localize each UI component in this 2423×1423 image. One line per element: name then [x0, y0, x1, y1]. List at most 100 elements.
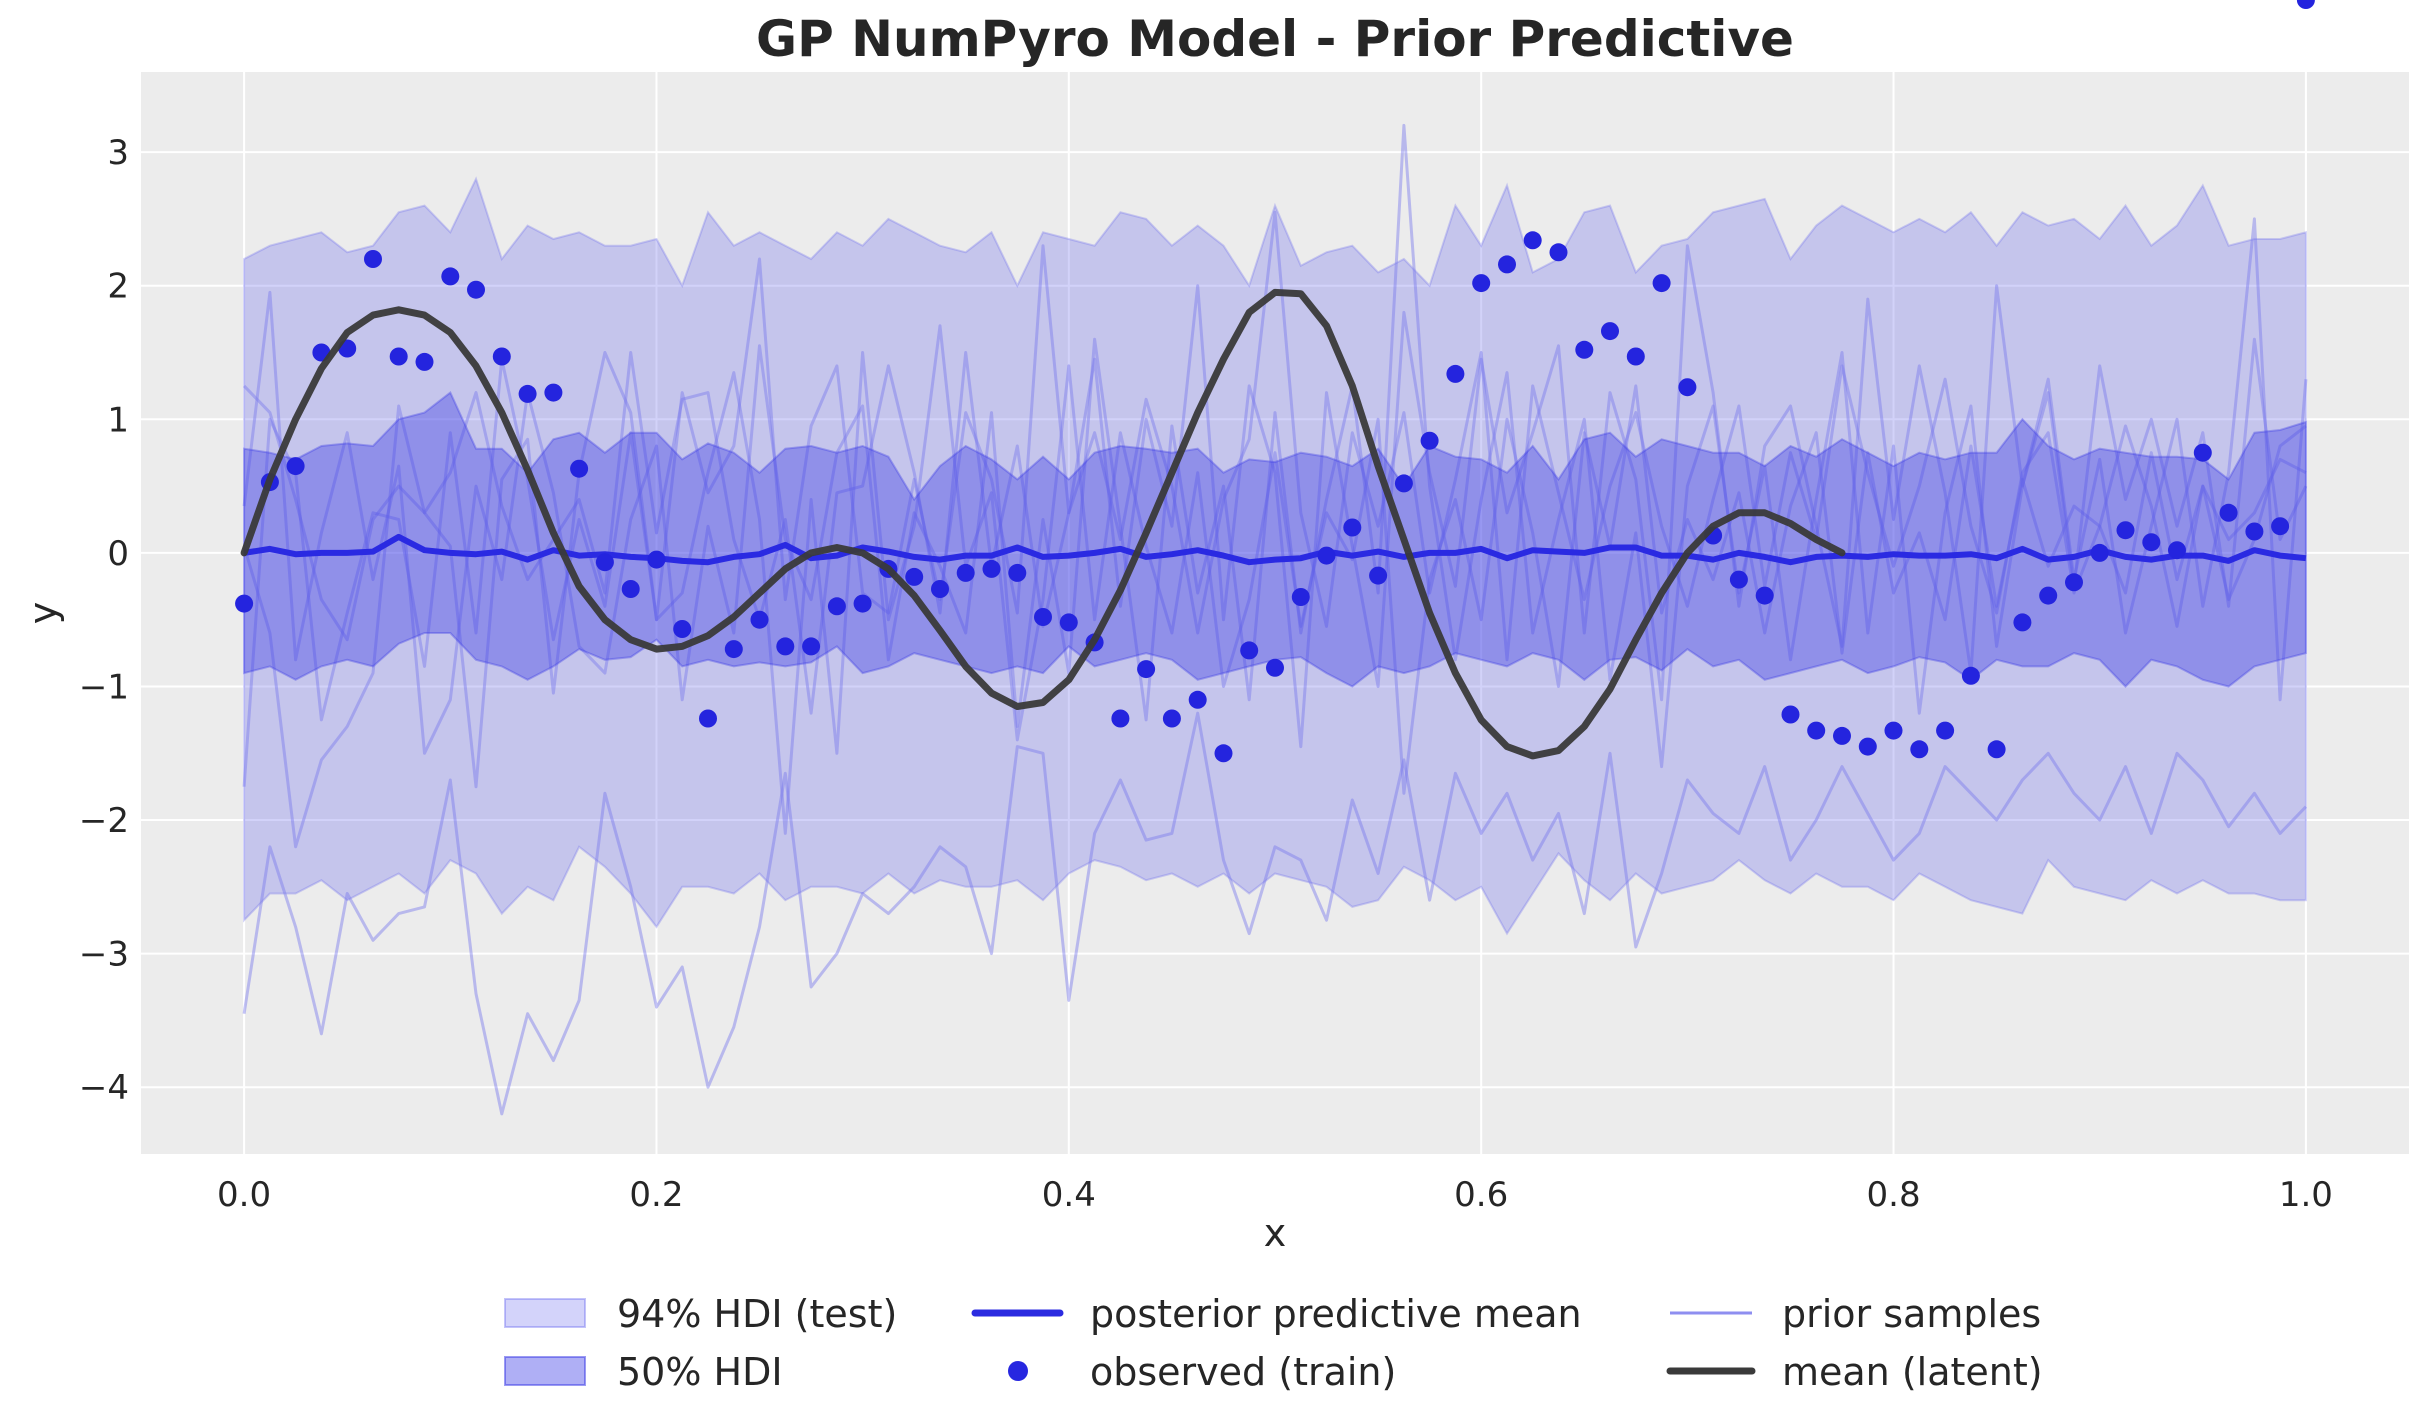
legend-label-prior: prior samples — [1782, 1292, 2041, 1336]
observed-point — [1214, 744, 1233, 763]
y-tick-label: −1 — [79, 667, 129, 707]
observed-point — [1781, 705, 1800, 724]
y-tick-label: −2 — [79, 801, 129, 841]
prior-sample-line — [242, 123, 2308, 769]
observed-point — [1626, 347, 1645, 366]
observed-point — [415, 352, 434, 371]
observed-point — [1601, 322, 1619, 341]
x-tick-label: 0.0 — [217, 1175, 271, 1215]
observed-point — [1652, 274, 1671, 293]
legend-label-ppmean: posterior predictive mean — [1090, 1292, 1582, 1336]
prior-sample-line — [242, 244, 2308, 849]
observed-point — [1111, 709, 1130, 728]
observed-point — [364, 250, 382, 268]
observed-point — [647, 550, 666, 569]
observed-point — [467, 280, 485, 299]
y-tick-labels: −4 −3 −2 −1 0 1 2 3 — [79, 133, 129, 1108]
observed-point — [2013, 613, 2032, 632]
observed-point — [441, 267, 460, 286]
observed-point — [956, 563, 975, 582]
y-tick-label: 1 — [107, 400, 129, 440]
observed-point — [1807, 721, 1826, 740]
observed-point — [1420, 431, 1439, 450]
observed-point — [724, 640, 743, 659]
x-tick-label: 0.6 — [1454, 1175, 1508, 1215]
observed-point — [570, 459, 589, 478]
observed-point — [1523, 231, 1542, 250]
observed-point — [699, 709, 717, 728]
y-tick-label: 2 — [107, 267, 129, 307]
observed-point — [1446, 364, 1465, 383]
observed-point — [1910, 740, 1929, 759]
observed-point — [1188, 690, 1207, 709]
x-tick-label: 0.4 — [1042, 1175, 1096, 1215]
observed-point — [2168, 541, 2186, 560]
legend-swatch-observed — [1008, 1361, 1028, 1381]
observed-point — [2039, 586, 2058, 605]
observed-point — [1884, 721, 1903, 740]
observed-point — [1498, 255, 1516, 274]
observed-point — [802, 637, 821, 656]
legend-label-latent: mean (latent) — [1782, 1350, 2043, 1394]
observed-point — [1162, 709, 1181, 728]
legend: 94% HDI (test) 50% HDI posterior predict… — [504, 1292, 2043, 1394]
observed-point — [518, 384, 537, 403]
observed-point — [621, 580, 640, 598]
y-tick-label: −4 — [79, 1068, 129, 1108]
observed-point — [1317, 546, 1336, 565]
observed-point — [1369, 566, 1388, 585]
x-tick-label: 0.8 — [1867, 1175, 1921, 1215]
latent-mean — [240, 288, 1846, 760]
legend-label-hdi94: 94% HDI (test) — [617, 1292, 897, 1336]
observed-point — [1678, 378, 1697, 397]
chart-title: GP NumPyro Model - Prior Predictive — [756, 10, 1794, 68]
observed-point — [1240, 641, 1259, 660]
observed-point — [827, 597, 846, 616]
observed-point — [2193, 443, 2212, 462]
observed-point — [1936, 721, 1955, 740]
plot-background — [141, 72, 2409, 1154]
observed-point — [1008, 563, 1027, 582]
observed-point — [1472, 274, 1491, 293]
latent-mean-line — [240, 288, 1846, 760]
observed-point — [931, 580, 949, 598]
observed-point — [1266, 658, 1284, 677]
observed-point — [1961, 666, 1980, 685]
observed-point — [750, 610, 769, 629]
observed-point — [2065, 573, 2083, 592]
observed-point — [1549, 243, 1568, 262]
y-tick-label: 3 — [107, 133, 129, 173]
legend-label-hdi50: 50% HDI — [617, 1350, 783, 1394]
observed-point — [853, 594, 872, 613]
observed-point — [982, 559, 1001, 578]
hdi-94-band — [243, 176, 2307, 936]
observed-point — [544, 383, 563, 402]
x-tick-label: 1.0 — [2279, 1175, 2333, 1215]
observed-point — [1137, 660, 1156, 679]
y-tick-label: 0 — [107, 534, 129, 574]
observed-point — [1575, 340, 1594, 359]
observed-point — [1291, 588, 1310, 606]
observed-point — [595, 553, 614, 572]
prior-sample-line — [242, 711, 2307, 1116]
observed-point — [776, 637, 795, 656]
hdi-94-area — [243, 176, 2307, 936]
observed-point — [2271, 517, 2290, 536]
observed-point — [1343, 518, 1362, 537]
legend-swatch-hdi50 — [504, 1356, 586, 1386]
observed-point — [2219, 503, 2238, 522]
x-tick-label: 0.2 — [629, 1175, 683, 1215]
x-axis-label: x — [1264, 1211, 1287, 1255]
posterior-predictive-mean — [243, 533, 2307, 566]
observed-point — [235, 594, 254, 613]
y-axis-label: y — [21, 602, 65, 625]
observed-point — [2116, 521, 2135, 540]
observed-point — [1059, 613, 1078, 632]
observed-point — [1858, 737, 1877, 756]
observed-point — [286, 457, 305, 476]
observed-point — [1987, 740, 2006, 759]
observed-point — [905, 567, 924, 586]
legend-swatch-hdi94 — [504, 1298, 586, 1328]
posterior-predictive-mean-line — [243, 533, 2307, 566]
